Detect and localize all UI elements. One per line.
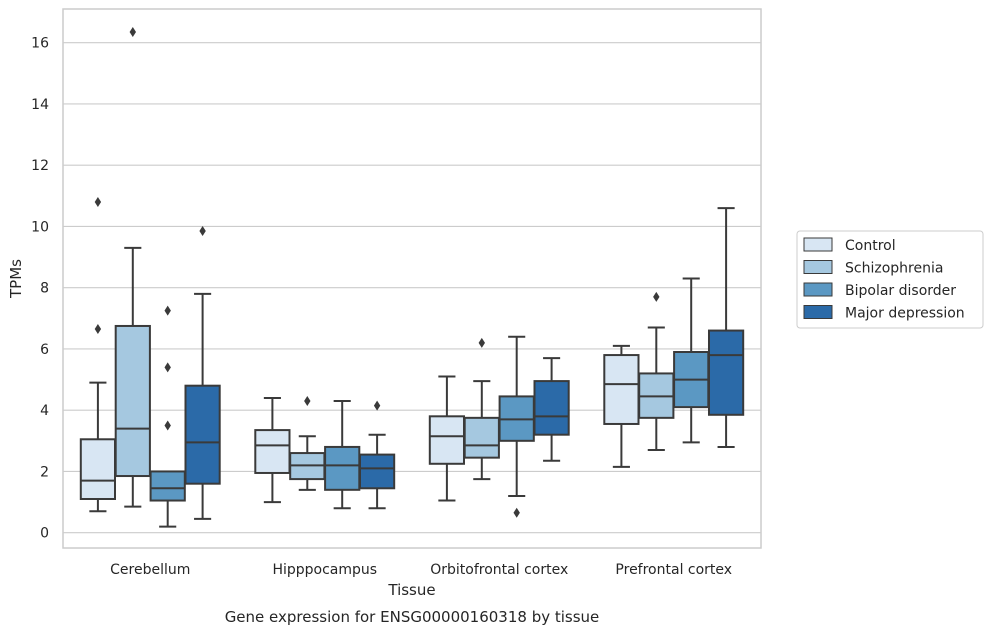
y-tick-label: 10 [31,219,49,235]
legend-swatch [803,282,833,297]
outlier-point [164,362,171,373]
x-tick-label: Prefrontal cortex [615,562,732,578]
boxplot [184,226,221,520]
outlier-point [199,226,206,237]
legend-frame [796,230,984,329]
boxplots [79,26,745,528]
legend-item: Major depression [803,305,965,322]
y-tick-label: 0 [40,526,49,542]
boxplot [324,400,361,510]
box [533,380,570,436]
box [149,470,186,502]
legend-label: Bipolar disorder [845,283,956,299]
x-axis-label: Tissue [387,581,435,599]
legend-label: Schizophrenia [845,261,943,277]
y-tick-label: 6 [40,342,49,358]
box [254,429,291,474]
boxplot [149,305,186,528]
outlier-point [94,324,102,335]
outlier-point [373,400,381,411]
legend: Control Schizophrenia Bipolar disorder Majo… [796,230,984,329]
box [463,416,500,459]
box [184,384,221,485]
outlier-point [129,26,136,37]
grid [63,42,761,534]
boxplot [603,344,640,468]
plot-frame [62,8,762,549]
box [324,445,361,491]
legend-swatch [803,237,833,252]
outlier-point [164,305,171,316]
y-tick-label: 16 [31,36,49,52]
legend-item: Schizophrenia [803,260,943,277]
box [707,329,745,416]
outlier-point [513,507,520,518]
boxplot [498,335,535,518]
boxplot [638,291,675,451]
boxplot [707,207,745,448]
box [428,415,466,465]
outlier-point [653,291,660,302]
legend-label: Major depression [845,306,965,322]
boxplot [114,26,151,508]
legend-label: Control [845,238,896,254]
boxplot [289,396,326,491]
y-tick-label: 2 [40,464,49,480]
box [114,324,151,478]
x-tick-label: Hipppocampus [272,562,377,578]
boxplot [533,357,570,462]
legend-swatch [803,305,833,319]
y-tick-label: 8 [40,281,49,297]
outlier-point [164,420,171,431]
x-tick-label: Cerebellum [110,562,190,578]
boxplot [673,277,710,444]
y-tick-labels: 0 2 4 6 8 10 12 14 16 [31,36,49,542]
box [79,438,117,500]
y-tick-label: 12 [31,158,49,174]
outlier-point [304,396,311,406]
figure-caption: Gene expression for ENSG00000160318 by t… [225,608,600,626]
outlier-point [94,196,102,207]
x-tick-label: Orbitofrontal cortex [430,562,568,578]
y-tick-label: 4 [40,403,49,419]
y-tick-label: 14 [31,97,49,113]
box [603,354,640,425]
outlier-point [478,337,485,348]
boxplot [358,400,396,510]
legend-swatch [803,260,833,274]
boxplot [463,337,500,481]
boxplot [79,196,117,513]
boxplot [428,375,466,502]
x-tick-labels: Cerebellum Hipppocampus Orbitofrontal cort… [110,562,732,578]
box [358,453,396,490]
y-axis-label: TPMs [7,259,25,299]
legend-item: Bipolar disorder [803,282,956,299]
legend-item: Control [803,237,896,254]
boxplot [254,396,291,504]
